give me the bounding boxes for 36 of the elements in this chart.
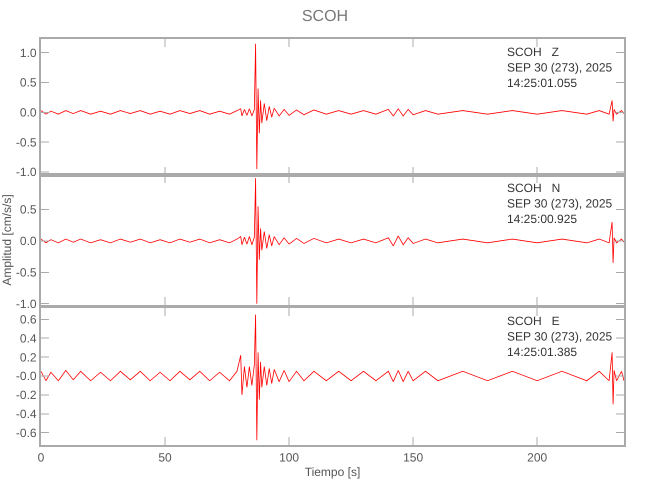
x-tick-label: 150 bbox=[403, 450, 424, 464]
line-series bbox=[41, 43, 624, 170]
y-tick-label: -0.5 bbox=[16, 266, 37, 280]
y-tick-label: 0.6 bbox=[20, 312, 37, 327]
annotation: 14:25:01.385 bbox=[507, 345, 578, 360]
y-axis-title: Amplitud [cm/s/s] bbox=[0, 194, 14, 286]
y-tick-label: -0.5 bbox=[16, 135, 37, 150]
y-tick-label: 0.5 bbox=[20, 202, 37, 217]
line-series bbox=[41, 314, 624, 441]
y-tick-label: 0.0 bbox=[20, 234, 37, 248]
y-tick-label: -0.0 bbox=[16, 369, 37, 384]
x-axis-title: Tiempo [s] bbox=[304, 464, 360, 479]
annotation: SEP 30 (273), 2025 bbox=[507, 330, 613, 344]
y-tick-label: 1.0 bbox=[20, 46, 37, 60]
annotation: SCOH E bbox=[507, 314, 560, 328]
chart-title: SCOH bbox=[302, 8, 348, 26]
annotation: SEP 30 (273), 2025 bbox=[507, 196, 613, 211]
y-tick-label: 0.0 bbox=[20, 106, 37, 120]
y-tick-label: -0.2 bbox=[16, 388, 37, 402]
annotation: SCOH N bbox=[507, 181, 560, 195]
y-tick-label: -0.4 bbox=[16, 407, 37, 422]
x-tick-label: 50 bbox=[158, 450, 172, 464]
y-tick-label: 0.2 bbox=[20, 350, 37, 364]
y-tick-label: 0.5 bbox=[20, 76, 37, 90]
x-tick-label: 100 bbox=[279, 450, 300, 464]
y-tick-label: -1.0 bbox=[16, 296, 37, 311]
annotation: SCOH Z bbox=[507, 45, 560, 59]
line-series bbox=[41, 178, 624, 304]
annotation: 14:25:00.925 bbox=[507, 212, 578, 226]
y-tick-label: 0.4 bbox=[20, 331, 37, 346]
annotation: 14:25:01.055 bbox=[507, 76, 578, 90]
x-tick-label: 200 bbox=[527, 450, 548, 464]
y-tick-label: -0.6 bbox=[16, 426, 37, 440]
y-tick-label: -1.0 bbox=[16, 165, 37, 180]
annotation: SEP 30 (273), 2025 bbox=[507, 60, 613, 75]
x-tick-label: 0 bbox=[38, 450, 45, 464]
